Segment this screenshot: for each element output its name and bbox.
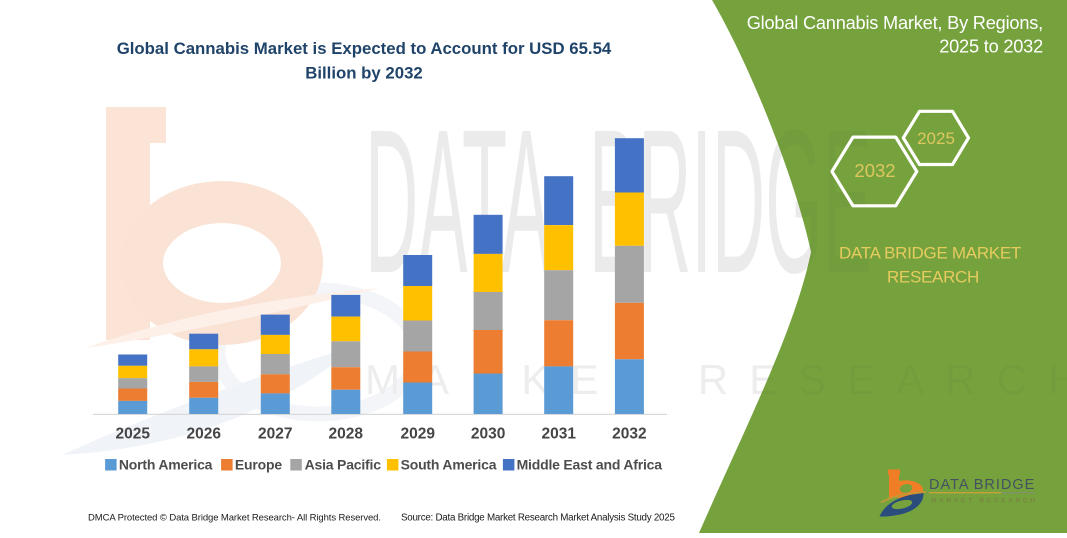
svg-text:DMCA Protected © Data Bridge M: DMCA Protected © Data Bridge Market Rese… (88, 513, 381, 524)
svg-text:2032: 2032 (854, 160, 895, 181)
svg-text:2030: 2030 (471, 426, 505, 443)
svg-text:Asia Pacific: Asia Pacific (305, 457, 382, 473)
svg-text:2029: 2029 (400, 426, 435, 443)
svg-text:2026: 2026 (186, 426, 221, 443)
svg-text:DATA BRIDGE: DATA BRIDGE (929, 477, 1035, 493)
svg-text:North America: North America (119, 457, 213, 473)
svg-text:Europe: Europe (235, 457, 282, 473)
svg-text:2032: 2032 (612, 426, 646, 443)
svg-text:MARKET RESEARCH: MARKET RESEARCH (931, 498, 1038, 505)
svg-text:2027: 2027 (258, 426, 292, 443)
svg-text:Global Cannabis Market, By Reg: Global Cannabis Market, By Regions, (747, 13, 1043, 33)
svg-text:Global Cannabis Market is Expe: Global Cannabis Market is Expected to Ac… (117, 39, 612, 58)
svg-text:2028: 2028 (329, 426, 364, 443)
svg-text:2031: 2031 (541, 426, 576, 443)
svg-text:South America: South America (401, 457, 497, 473)
svg-text:2025: 2025 (917, 129, 955, 148)
svg-text:Middle East and Africa: Middle East and Africa (517, 457, 663, 473)
svg-text:RESEARCH: RESEARCH (887, 268, 979, 287)
svg-text:2025 to 2032: 2025 to 2032 (939, 37, 1043, 57)
svg-text:Billion by 2032: Billion by 2032 (305, 64, 423, 83)
svg-text:2025: 2025 (115, 426, 150, 443)
svg-text:Source: Data Bridge Market Res: Source: Data Bridge Market Research Mark… (401, 513, 675, 524)
svg-text:DATA BRIDGE MARKET: DATA BRIDGE MARKET (839, 244, 1021, 263)
